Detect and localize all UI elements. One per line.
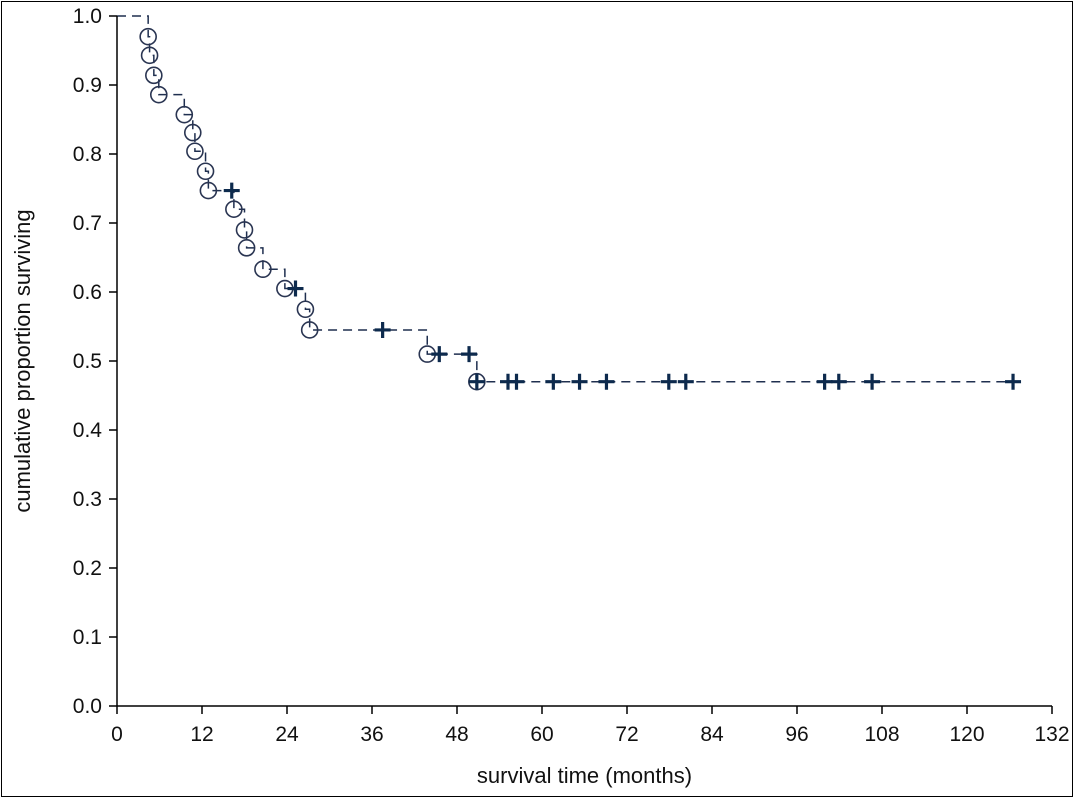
x-tick-label: 108 <box>864 723 899 746</box>
event-marker <box>254 260 272 279</box>
y-tick-label: 0.8 <box>73 143 102 166</box>
event-marker <box>139 27 157 46</box>
y-axis-title: cumulative proportion surviving <box>10 209 35 512</box>
censored-marker <box>287 280 304 297</box>
x-tick-label: 24 <box>275 723 299 746</box>
event-marker <box>175 105 194 124</box>
x-tick-label: 132 <box>1034 723 1069 746</box>
survival-curve <box>117 15 1017 383</box>
event-markers <box>139 27 486 391</box>
x-tick-label: 0 <box>111 723 123 746</box>
event-marker <box>140 46 159 65</box>
x-tick-label: 36 <box>360 723 383 746</box>
y-tick-label: 0.5 <box>73 350 102 373</box>
censored-marker <box>677 373 694 390</box>
censored-marker <box>461 346 478 363</box>
x-tick-label: 72 <box>615 723 638 746</box>
y-tick-label: 0.2 <box>73 557 102 580</box>
censored-marker <box>508 373 525 390</box>
event-marker <box>296 300 315 319</box>
event-marker <box>300 321 319 339</box>
censored-marker <box>468 373 485 390</box>
event-marker <box>145 66 163 85</box>
censored-marker <box>545 373 562 390</box>
survival-step-line <box>117 15 1017 383</box>
axes: 0 12 24 36 48 60 72 84 96 108 120 132 0.00.10.20.30… <box>73 5 1070 746</box>
event-marker <box>199 181 218 200</box>
event-marker <box>183 123 202 142</box>
event-marker <box>235 221 254 239</box>
y-tick-label: 0.1 <box>73 626 102 649</box>
censored-markers <box>223 182 1022 390</box>
x-tick-label: 12 <box>190 723 213 746</box>
y-tick-label: 0.7 <box>73 212 102 235</box>
y-tick-label: 0.9 <box>73 74 102 97</box>
x-tick-label: 48 <box>445 723 468 746</box>
censored-marker <box>1005 373 1022 390</box>
y-tick-label: 0.3 <box>73 488 102 511</box>
x-axis-ticks: 0 12 24 36 48 60 72 84 96 108 120 132 <box>111 706 1070 746</box>
censored-marker <box>864 373 881 390</box>
y-tick-label: 0.4 <box>73 419 103 442</box>
x-tick-label: 96 <box>785 723 808 746</box>
censored-marker <box>660 373 677 390</box>
censored-marker <box>598 373 615 390</box>
censored-marker <box>374 321 391 338</box>
event-marker <box>186 142 204 161</box>
y-tick-label: 1.0 <box>73 5 102 28</box>
censored-marker <box>830 373 847 390</box>
censored-marker <box>223 182 240 199</box>
censored-marker <box>816 373 833 390</box>
y-tick-label: 0.6 <box>73 281 102 304</box>
x-tick-label: 60 <box>530 723 553 746</box>
event-marker <box>196 162 215 181</box>
event-marker <box>237 239 256 257</box>
event-marker <box>149 85 168 104</box>
x-tick-label: 120 <box>949 723 984 746</box>
x-tick-label: 84 <box>700 723 724 746</box>
event-marker <box>225 200 243 218</box>
censored-marker <box>571 373 588 390</box>
y-tick-label: 0.0 <box>73 695 102 718</box>
plot-area <box>117 15 1022 391</box>
x-axis-title: survival time (months) <box>477 763 692 788</box>
censored-marker <box>431 346 448 363</box>
y-axis-ticks: 0.0 0.1 0.2 0.3 0.4 0.5 0.6 0.7 0.8 0.9 1.0 <box>73 5 117 718</box>
